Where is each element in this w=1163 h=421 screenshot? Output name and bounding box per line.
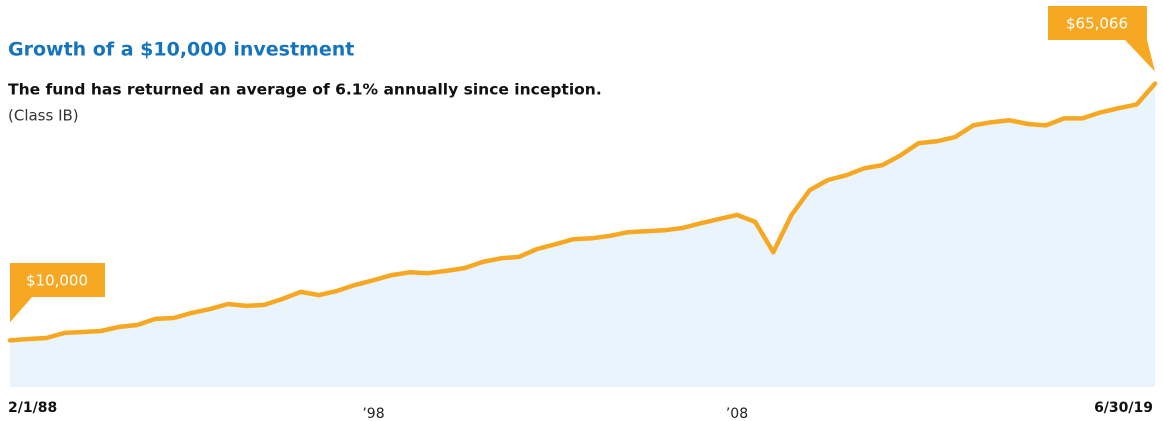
line bbox=[7, 81, 1158, 343]
chart-note: (Class IB) bbox=[8, 107, 79, 125]
area bbox=[10, 83, 1155, 387]
value-flag: $10,000 bbox=[10, 263, 105, 323]
chart-subtitle: The fund has returned an average of 6.1%… bbox=[8, 81, 602, 99]
x-tick-label: ’08 bbox=[726, 406, 748, 421]
x-tick-label: ’98 bbox=[362, 406, 384, 421]
x-tick-label: 6/30/19 bbox=[1094, 400, 1153, 416]
value-flag: $65,066 bbox=[1048, 6, 1155, 72]
flag-box bbox=[1048, 6, 1155, 72]
value-label: $65,066 bbox=[1066, 15, 1128, 33]
value-label: $10,000 bbox=[26, 272, 88, 290]
x-tick-label: 2/1/88 bbox=[8, 400, 57, 416]
chart-title: Growth of a $10,000 investment bbox=[8, 39, 354, 61]
flag-box bbox=[10, 263, 105, 323]
